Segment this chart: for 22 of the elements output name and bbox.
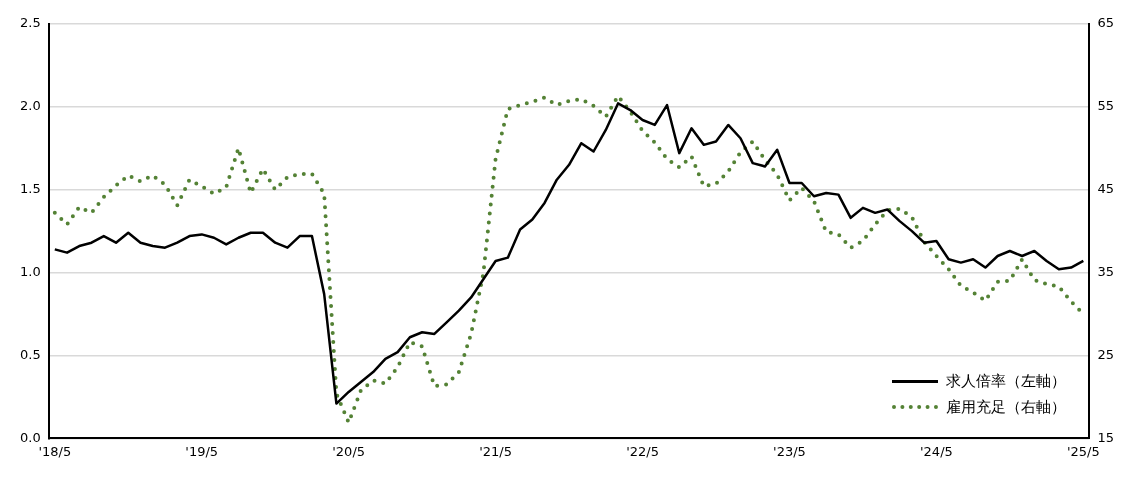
y2-tick-label: 65 <box>1097 15 1114 31</box>
x-tick-label: '18/5 <box>38 443 72 459</box>
y2-tick-label: 45 <box>1097 181 1114 197</box>
y2-tick-label: 15 <box>1097 429 1114 445</box>
y2-tick-label: 55 <box>1097 98 1114 114</box>
y-tick-label: 0.5 <box>19 346 41 362</box>
y-tick-label: 1.0 <box>19 263 41 279</box>
x-tick-label: '24/5 <box>920 443 953 459</box>
x-tick-label: '25/5 <box>1066 443 1100 459</box>
x-tick-label: '23/5 <box>773 443 806 459</box>
x-tick-label: '21/5 <box>479 443 512 459</box>
x-tick-label: '19/5 <box>185 443 219 459</box>
legend-label: 求人倍率（左軸） <box>946 371 1066 392</box>
y-tick-label: 1.5 <box>19 181 41 197</box>
y-tick-label: 0.0 <box>19 429 41 445</box>
y-tick-label: 2.0 <box>19 98 41 114</box>
legend-label: 雇用充足（右軸） <box>946 397 1066 418</box>
y2-tick-label: 25 <box>1097 346 1114 362</box>
x-tick-label: '22/5 <box>626 443 659 459</box>
y-tick-label: 2.5 <box>19 15 41 31</box>
x-tick-label: '20/5 <box>332 443 366 459</box>
y2-tick-label: 35 <box>1097 263 1114 279</box>
